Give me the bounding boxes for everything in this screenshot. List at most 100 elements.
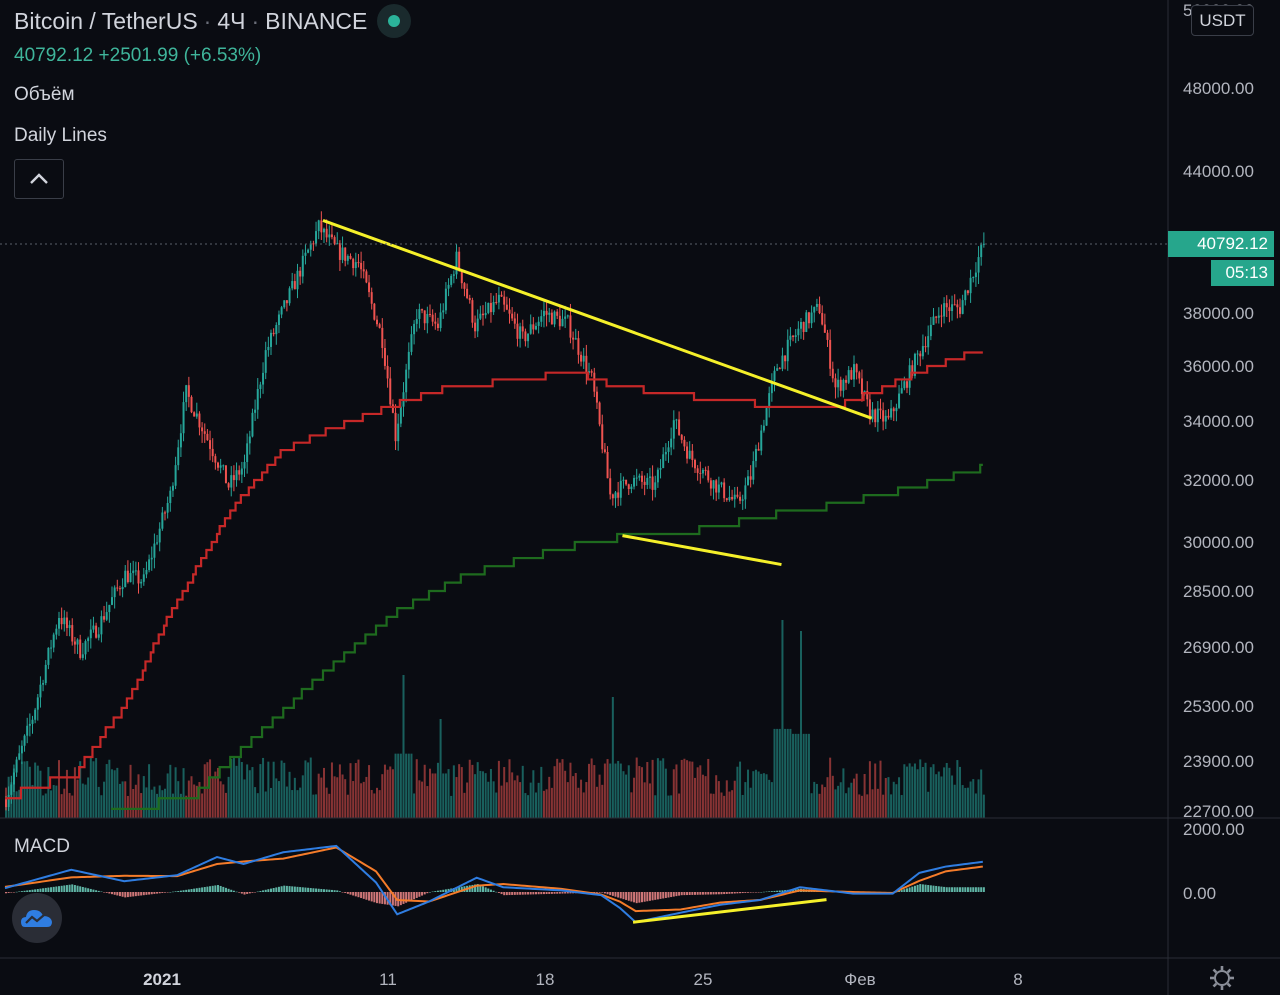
volume-bar: [251, 767, 254, 818]
macd-histogram-bar: [378, 892, 381, 904]
macd-histogram-bar: [601, 892, 604, 893]
volume-bar: [148, 764, 151, 818]
candle-body: [248, 436, 251, 444]
volume-bar: [299, 787, 302, 818]
volume-bar: [603, 763, 606, 818]
settings-gear-icon[interactable]: [1208, 964, 1236, 992]
volume-bar: [818, 793, 821, 818]
candle-body: [898, 393, 901, 408]
macd-histogram-bar: [309, 888, 312, 892]
candle-body: [460, 270, 463, 284]
volume-bar: [643, 782, 646, 818]
volume-bar: [935, 774, 938, 818]
volume-bar: [908, 763, 911, 818]
volume-bar: [619, 763, 622, 818]
volume-bar: [810, 793, 813, 818]
candle-body: [664, 451, 667, 455]
volume-bar: [535, 792, 537, 818]
volume-bar: [413, 793, 416, 818]
candle-body: [513, 318, 516, 324]
volume-bar: [765, 774, 768, 818]
volume-indicator-label[interactable]: Объём: [14, 84, 75, 105]
macd-indicator-label[interactable]: MACD: [14, 836, 70, 857]
candle-body: [641, 475, 643, 482]
candle-body: [688, 450, 691, 459]
candle-body: [837, 379, 840, 388]
tradingview-logo[interactable]: [12, 893, 62, 943]
macd-histogram-bar: [672, 892, 675, 897]
candle-body: [527, 333, 530, 342]
currency-button[interactable]: USDT: [1191, 5, 1254, 36]
volume-bar: [924, 762, 927, 818]
candle-body: [585, 355, 588, 373]
volume-bar: [945, 762, 948, 818]
volume-bar: [768, 779, 771, 818]
collapse-legend-button[interactable]: [14, 159, 64, 199]
volume-bar: [169, 764, 172, 818]
macd-histogram-bar: [476, 884, 479, 892]
volume-bar: [243, 779, 246, 818]
candle-body: [132, 570, 135, 574]
macd-histogram-bar: [675, 892, 678, 897]
symbol-header[interactable]: Bitcoin / TetherUS · 4Ч · BINANCE: [14, 4, 412, 40]
price-tick-label: 36000.00: [1183, 357, 1254, 376]
candle-body: [36, 697, 39, 710]
macd-histogram-bar: [651, 892, 654, 901]
volume-bar: [42, 795, 45, 818]
candle-body: [272, 332, 275, 335]
volume-bar: [360, 783, 363, 818]
candle-body: [924, 346, 927, 348]
volume-bar: [179, 793, 182, 818]
time-tick-label: 11: [379, 970, 397, 989]
candle-body: [259, 384, 262, 389]
macd-histogram-bar: [18, 891, 21, 892]
macd-histogram-bar: [116, 892, 119, 896]
candle-body: [900, 388, 903, 394]
volume-bar: [201, 793, 204, 818]
volume-bar: [466, 782, 469, 818]
volume-bar: [630, 792, 633, 818]
candle-body: [492, 302, 495, 313]
volume-bar: [240, 762, 243, 818]
interval-label[interactable]: 4Ч: [217, 8, 246, 35]
volume-bar: [328, 793, 331, 818]
volume-bar: [118, 783, 121, 818]
macd-histogram-bar: [617, 892, 620, 898]
macd-histogram-bar: [317, 888, 320, 892]
macd-histogram-bar: [736, 892, 739, 894]
volume-bar: [341, 774, 344, 818]
time-axis[interactable]: 2021 11 18 25 Фев 8: [143, 970, 1023, 989]
volume-bar: [164, 788, 166, 818]
volume-bar: [479, 770, 482, 818]
candle-body: [638, 475, 641, 478]
candle-body: [129, 573, 132, 583]
volume-bar: [389, 766, 392, 818]
candle-body: [73, 641, 76, 645]
candle-body: [890, 408, 893, 418]
candle-body: [948, 307, 951, 312]
volume-bar: [134, 784, 137, 818]
daily-lines-indicator-label[interactable]: Daily Lines: [14, 125, 107, 146]
candle-body: [126, 570, 129, 583]
candle-body: [680, 434, 683, 440]
candle-body: [397, 423, 400, 442]
volume-bar: [582, 792, 585, 818]
volume-bar: [421, 781, 424, 818]
volume-bar: [792, 733, 795, 818]
symbol-name[interactable]: Bitcoin / TetherUS: [14, 8, 198, 35]
candle-body: [383, 347, 386, 366]
volume-bar: [882, 794, 885, 818]
volume-bar: [733, 780, 736, 818]
macd-histogram-bar: [103, 892, 106, 893]
volume-bar: [545, 789, 548, 818]
candle-body: [97, 634, 100, 638]
macd-histogram-bar: [100, 891, 103, 893]
volume-bar: [58, 760, 60, 818]
volume-bar: [858, 794, 861, 818]
macd-histogram-bar: [26, 890, 29, 892]
volume-bar: [898, 777, 901, 818]
macd-histogram-bar: [550, 892, 553, 894]
macd-histogram-bar: [410, 892, 413, 901]
